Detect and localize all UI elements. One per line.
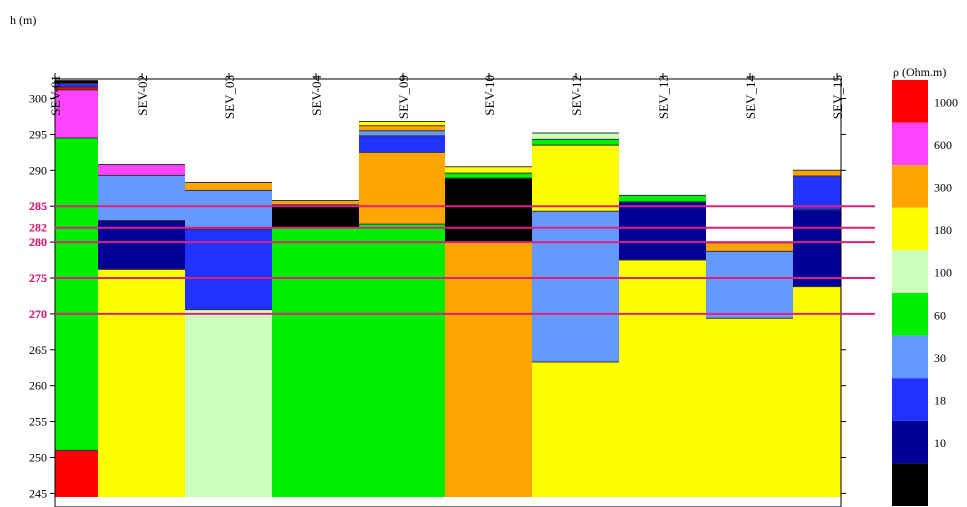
y-tick-label: 290 xyxy=(29,163,47,177)
layer-sev_13-1 xyxy=(619,195,706,202)
layer-sev-12-5 xyxy=(532,362,619,497)
layer-sev-12-2 xyxy=(532,139,619,146)
layer-sev-04-3 xyxy=(272,227,359,497)
y-tick-label: 300 xyxy=(29,92,47,106)
legend-label: 18 xyxy=(934,394,946,408)
layer-sev-02-4 xyxy=(98,269,185,497)
layer-sev_03-2 xyxy=(185,190,272,230)
legend-swatch xyxy=(892,80,928,123)
layer-sev-12-3 xyxy=(532,145,619,212)
x-tick-label: SEV_09 xyxy=(396,75,411,119)
layer-sev-02-2 xyxy=(98,175,185,221)
legend-label: 180 xyxy=(934,223,952,237)
y-tick-label: 260 xyxy=(29,379,47,393)
x-tick-label: SEV_15 xyxy=(830,75,845,119)
reference-line-label: 270 xyxy=(29,307,47,321)
y-tick-label: 285 xyxy=(29,199,47,213)
legend-swatch xyxy=(892,293,928,336)
layer-sev-10-2 xyxy=(445,173,532,179)
layer-sev-01-1 xyxy=(55,80,98,84)
columns-layer xyxy=(55,80,841,497)
x-tick-label: SEV-10 xyxy=(482,75,497,116)
layer-sev_09-6 xyxy=(359,224,445,497)
y-tick-label: 295 xyxy=(29,127,47,141)
layer-sev_14-1 xyxy=(706,242,793,252)
legend-label: 1000 xyxy=(934,95,958,109)
layer-sev_09-5 xyxy=(359,152,445,225)
x-tick-label: SEV-04 xyxy=(309,75,324,116)
legend-swatch xyxy=(892,122,928,166)
layer-sev_13-2 xyxy=(619,201,706,261)
y-tick-label: 270 xyxy=(29,307,47,321)
right-axis-ticks xyxy=(841,98,846,494)
layer-sev_03-1 xyxy=(185,182,272,191)
y-axis: 245 250 255 260 265 270 275 280 285 290 295 300 xyxy=(29,92,55,500)
legend-swatch xyxy=(892,250,928,293)
reference-line-label: 285 xyxy=(29,199,47,213)
legend: ρ (Ohm.m) 1000 600 300 180 100 60 30 18 10 xyxy=(892,65,958,506)
y-tick-label: 245 xyxy=(29,486,47,500)
layer-sev-02-1 xyxy=(98,164,185,176)
y-tick-label: 275 xyxy=(29,271,47,285)
layer-sev_15-2 xyxy=(793,176,841,210)
layer-sev_03-4 xyxy=(185,309,272,497)
layer-sev_14-3 xyxy=(706,318,793,497)
x-tick-label: SEV_03 xyxy=(222,75,237,119)
layer-sev-12-1 xyxy=(532,132,619,140)
layer-sev-04-2 xyxy=(272,204,359,228)
legend-label: 300 xyxy=(934,181,952,195)
y-tick-label: 250 xyxy=(29,451,47,465)
legend-title: ρ (Ohm.m) xyxy=(893,65,946,79)
layer-sev_15-1 xyxy=(793,170,841,177)
layer-sev_09-4 xyxy=(359,135,445,153)
legend-label: 10 xyxy=(934,436,946,450)
legend-swatch xyxy=(892,463,928,506)
layer-sev_09-1 xyxy=(359,121,445,126)
y-tick-label: 280 xyxy=(29,235,47,249)
layer-sev-10-3 xyxy=(445,178,532,243)
x-tick-label: SEV_14 xyxy=(743,75,758,120)
legend-swatch xyxy=(892,378,928,421)
reference-line-label: 280 xyxy=(29,235,47,249)
layer-sev-12-4 xyxy=(532,211,619,363)
legend-swatch xyxy=(892,207,928,251)
legend-label: 30 xyxy=(934,351,946,365)
y-tick-label: 265 xyxy=(29,343,47,357)
layer-sev-04-1 xyxy=(272,200,359,205)
plot-frame xyxy=(54,78,842,507)
y-tick-label: 255 xyxy=(29,415,47,429)
layer-sev-10-1 xyxy=(445,166,532,174)
layer-sev_15-3 xyxy=(793,209,841,287)
legend-swatch xyxy=(892,165,928,208)
layer-sev-10-4 xyxy=(445,242,532,497)
x-tick-label: SEV_13 xyxy=(656,75,671,119)
x-tick-labels: SEV-01 SEV-02 SEV_03 SEV-04 SEV_09 SEV-10 SEV-… xyxy=(48,73,845,119)
layer-sev_14-2 xyxy=(706,251,793,319)
x-tick-label: SEV-02 xyxy=(135,75,150,116)
layer-sev_15-4 xyxy=(793,286,841,497)
layer-sev-01-2 xyxy=(55,83,98,88)
x-tick-label: SEV-01 xyxy=(48,75,63,116)
legend-swatch xyxy=(892,420,928,464)
legend-label: 60 xyxy=(934,308,946,322)
reference-line-label: 275 xyxy=(29,271,47,285)
layer-sev_09-2 xyxy=(359,125,445,131)
legend-label: 600 xyxy=(934,138,952,152)
x-tick-label: SEV-12 xyxy=(569,75,584,116)
layer-sev_13-3 xyxy=(619,260,706,497)
layer-sev-01-5 xyxy=(55,137,98,451)
layer-sev-01-3 xyxy=(55,87,98,90)
layer-sev_09-3 xyxy=(359,130,445,136)
legend-swatch xyxy=(892,335,928,379)
legend-label: 100 xyxy=(934,266,952,280)
reference-line-label: 282 xyxy=(29,221,47,235)
layer-sev-01-6 xyxy=(55,450,98,497)
y-axis-title: h (m) xyxy=(10,13,36,27)
layer-sev-01-4 xyxy=(55,89,98,138)
